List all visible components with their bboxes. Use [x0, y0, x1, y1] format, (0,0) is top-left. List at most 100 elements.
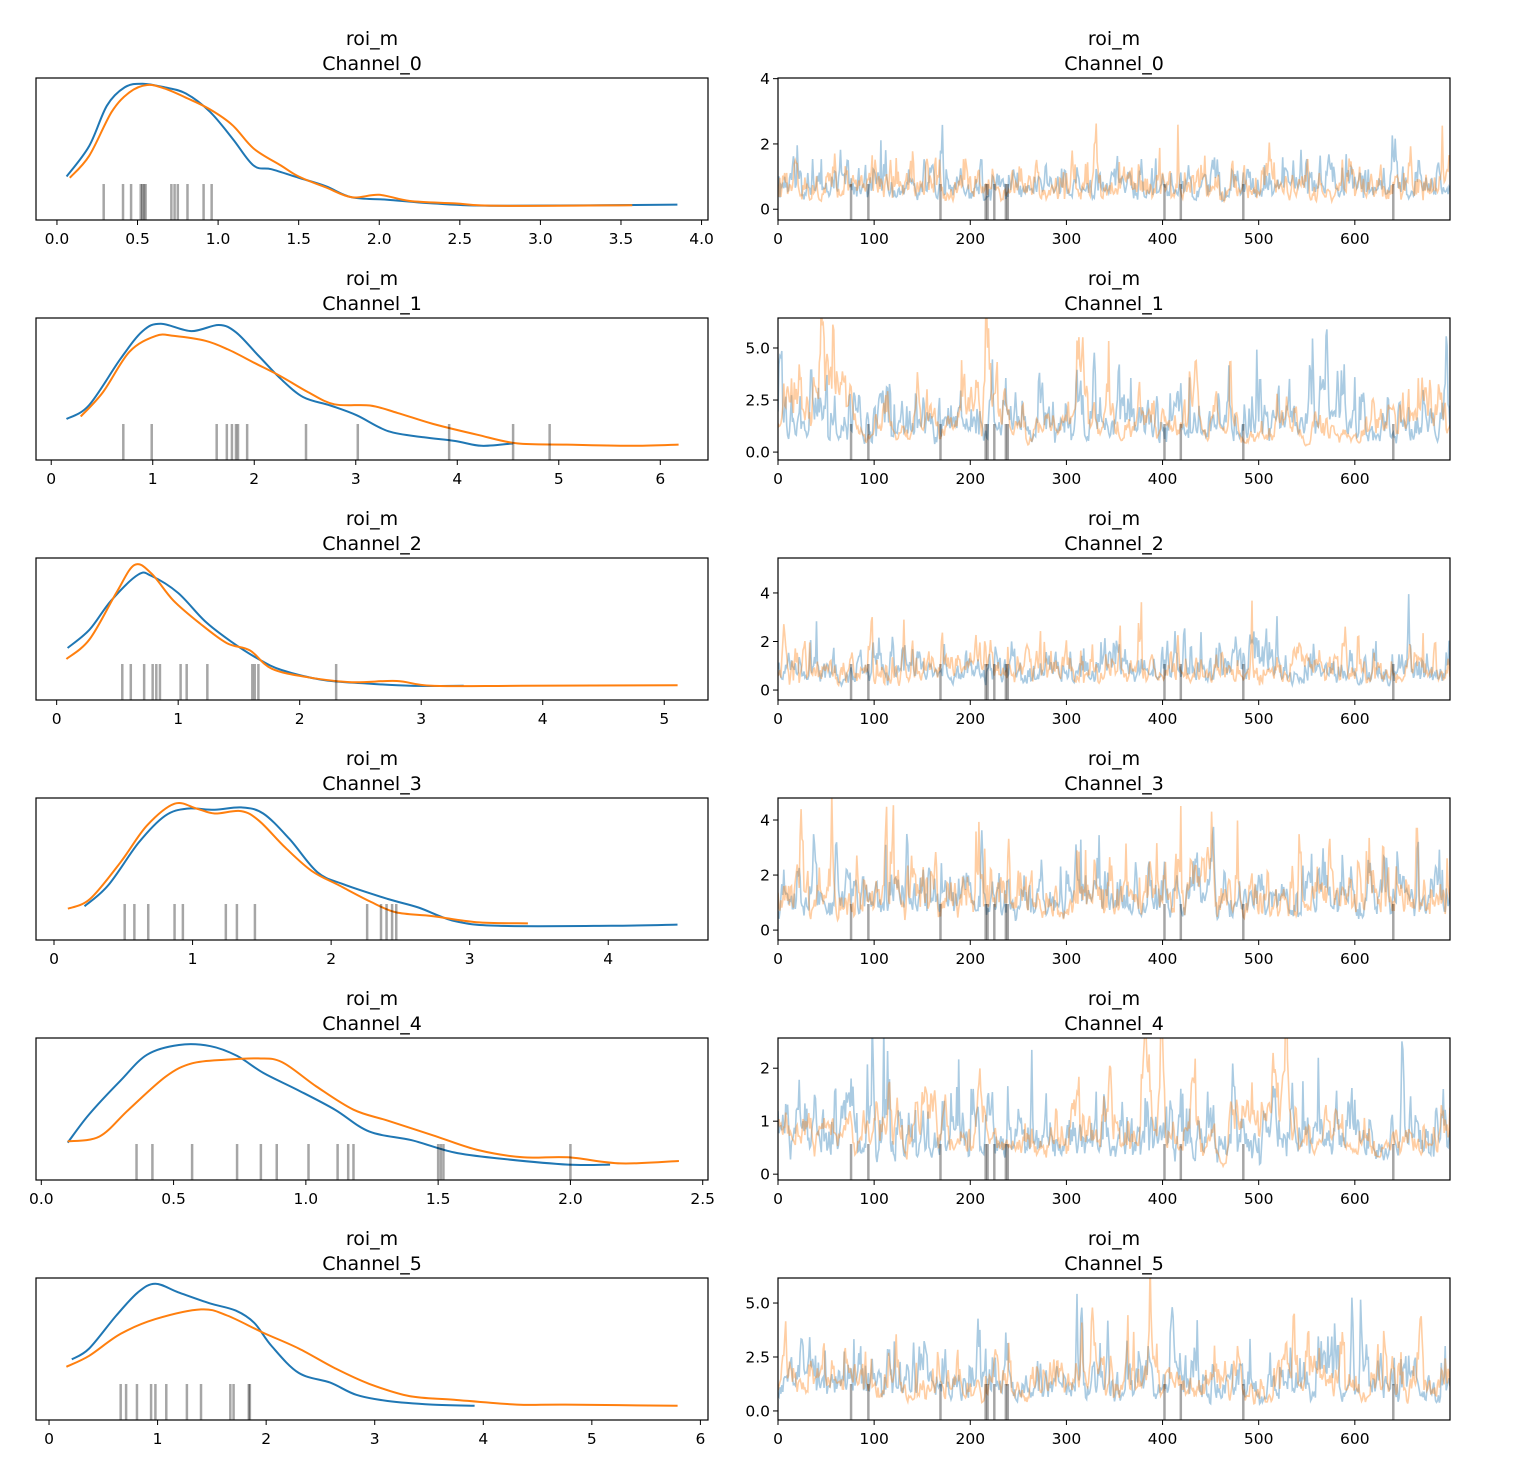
kde-panel-0: roi_m Channel_0 0.0 0.5 1.0 1.5 2.0 2.5 3.0 3.5 4.…	[35, 28, 714, 248]
trace-line-chain-0	[778, 594, 1450, 689]
x-tick-label: 4	[538, 710, 548, 728]
x-tick-label: 0	[773, 710, 783, 728]
panel-title-channel: Channel_2	[1064, 533, 1164, 555]
panel-title-variable: roi_m	[346, 1228, 398, 1250]
x-tick-label: 2	[295, 710, 305, 728]
panel-title-variable: roi_m	[1088, 1228, 1140, 1250]
x-tick-label: 200	[955, 1190, 985, 1208]
x-tick-label: 1	[148, 470, 158, 488]
plot-area	[67, 802, 678, 940]
x-tick-label: 1	[153, 1430, 163, 1448]
x-tick-label: 500	[1244, 1190, 1274, 1208]
y-tick-label: 0.0	[745, 1402, 770, 1420]
y-tick-label: 5.0	[745, 1295, 770, 1313]
axes-frame	[777, 317, 1451, 461]
y-tick-label: 2	[760, 633, 770, 651]
x-tick-label: 4	[603, 950, 613, 968]
x-tick-label: 1.0	[206, 230, 231, 248]
x-tick-label: 0.5	[125, 230, 150, 248]
x-tick-label: 1.0	[294, 1190, 319, 1208]
kde-line-chain-0	[66, 571, 464, 687]
x-tick-label: 5	[659, 710, 669, 728]
panel-title-channel: Channel_4	[322, 1013, 422, 1035]
x-tick-label: 2.0	[558, 1190, 583, 1208]
trace-panel-5: roi_m Channel_5 0.0 2.5 5.0 0 100 200 300 400 500 6…	[745, 1228, 1451, 1448]
y-tick-label: 2	[760, 867, 770, 885]
trace-line-chain-0	[778, 1038, 1450, 1167]
x-tick-label: 0	[773, 230, 783, 248]
x-tick-label: 200	[955, 950, 985, 968]
y-tick-label: 2	[760, 135, 770, 153]
axes-frame	[35, 797, 709, 941]
x-tick-label: 600	[1340, 950, 1370, 968]
x-tick-label: 6	[655, 470, 665, 488]
x-tick-label: 100	[859, 710, 889, 728]
x-tick-label: 100	[859, 1190, 889, 1208]
x-tick-label: 1.5	[286, 230, 311, 248]
panel-title-channel: Channel_1	[1064, 293, 1164, 315]
x-tick-label: 2	[326, 950, 336, 968]
x-tick-label: 2	[249, 470, 259, 488]
y-tick-label: 4	[760, 70, 770, 88]
trace-line-chain-1	[778, 600, 1450, 688]
y-tick-label: 2.5	[745, 392, 770, 410]
plot-area	[65, 563, 678, 700]
y-tick-label: 1	[760, 1113, 770, 1131]
axes-frame	[777, 1277, 1451, 1421]
x-tick-label: 500	[1244, 230, 1274, 248]
x-tick-label: 2.5	[690, 1190, 715, 1208]
axes-frame	[35, 1277, 709, 1421]
trace-line-chain-1	[778, 798, 1450, 923]
kde-line-chain-1	[65, 1308, 678, 1407]
y-tick-label: 4	[760, 812, 770, 830]
kde-panel-1: roi_m Channel_1 0 1 2 3 4 5 6	[35, 268, 709, 488]
x-tick-label: 600	[1340, 230, 1370, 248]
panel-title-variable: roi_m	[346, 988, 398, 1010]
y-tick-label: 0	[760, 201, 770, 219]
x-tick-label: 3	[370, 1430, 380, 1448]
plot-area	[778, 318, 1450, 460]
kde-line-chain-0	[65, 82, 678, 207]
axes-frame	[35, 317, 709, 461]
x-tick-label: 300	[1052, 1190, 1082, 1208]
x-tick-label: 1	[188, 950, 198, 968]
trace-line-chain-1	[778, 123, 1450, 205]
x-tick-label: 2.5	[447, 230, 472, 248]
y-tick-label: 2.5	[745, 1348, 770, 1366]
x-tick-label: 4	[452, 470, 462, 488]
trace-line-chain-0	[778, 1293, 1450, 1407]
x-tick-label: 400	[1148, 950, 1178, 968]
y-tick-label: 5.0	[745, 339, 770, 357]
x-tick-label: 200	[955, 1430, 985, 1448]
x-tick-label: 300	[1052, 470, 1082, 488]
plot-area	[778, 798, 1450, 940]
x-tick-label: 400	[1148, 710, 1178, 728]
panel-title-channel: Channel_2	[322, 533, 422, 555]
trace-panel-1: roi_m Channel_1 0.0 2.5 5.0 0 100 200 300 400 500 6…	[745, 268, 1451, 488]
x-tick-label: 4	[478, 1430, 488, 1448]
plot-area	[778, 123, 1450, 220]
trace-line-chain-1	[778, 1038, 1450, 1169]
trace-line-chain-0	[778, 124, 1450, 203]
x-tick-label: 0	[49, 950, 59, 968]
x-tick-label: 0	[46, 470, 56, 488]
x-tick-label: 0.5	[161, 1190, 186, 1208]
x-tick-label: 100	[859, 470, 889, 488]
panel-title-variable: roi_m	[346, 268, 398, 290]
x-tick-label: 100	[859, 230, 889, 248]
panel-title-channel: Channel_3	[322, 773, 422, 795]
x-tick-label: 600	[1340, 1430, 1370, 1448]
x-tick-label: 300	[1052, 1430, 1082, 1448]
plot-area	[778, 1278, 1450, 1420]
kde-line-chain-0	[83, 806, 678, 928]
plot-area	[66, 1043, 679, 1180]
trace-panel-4: roi_m Channel_4 0 1 2 0 100 200 300 400 500 600	[760, 988, 1451, 1208]
x-tick-label: 400	[1148, 230, 1178, 248]
kde-line-chain-1	[69, 83, 633, 207]
x-tick-label: 0	[773, 470, 783, 488]
axes-frame	[777, 1037, 1451, 1181]
trace-line-chain-0	[778, 329, 1450, 445]
y-tick-label: 0	[760, 922, 770, 940]
panel-title-variable: roi_m	[346, 508, 398, 530]
x-tick-label: 500	[1244, 1430, 1274, 1448]
